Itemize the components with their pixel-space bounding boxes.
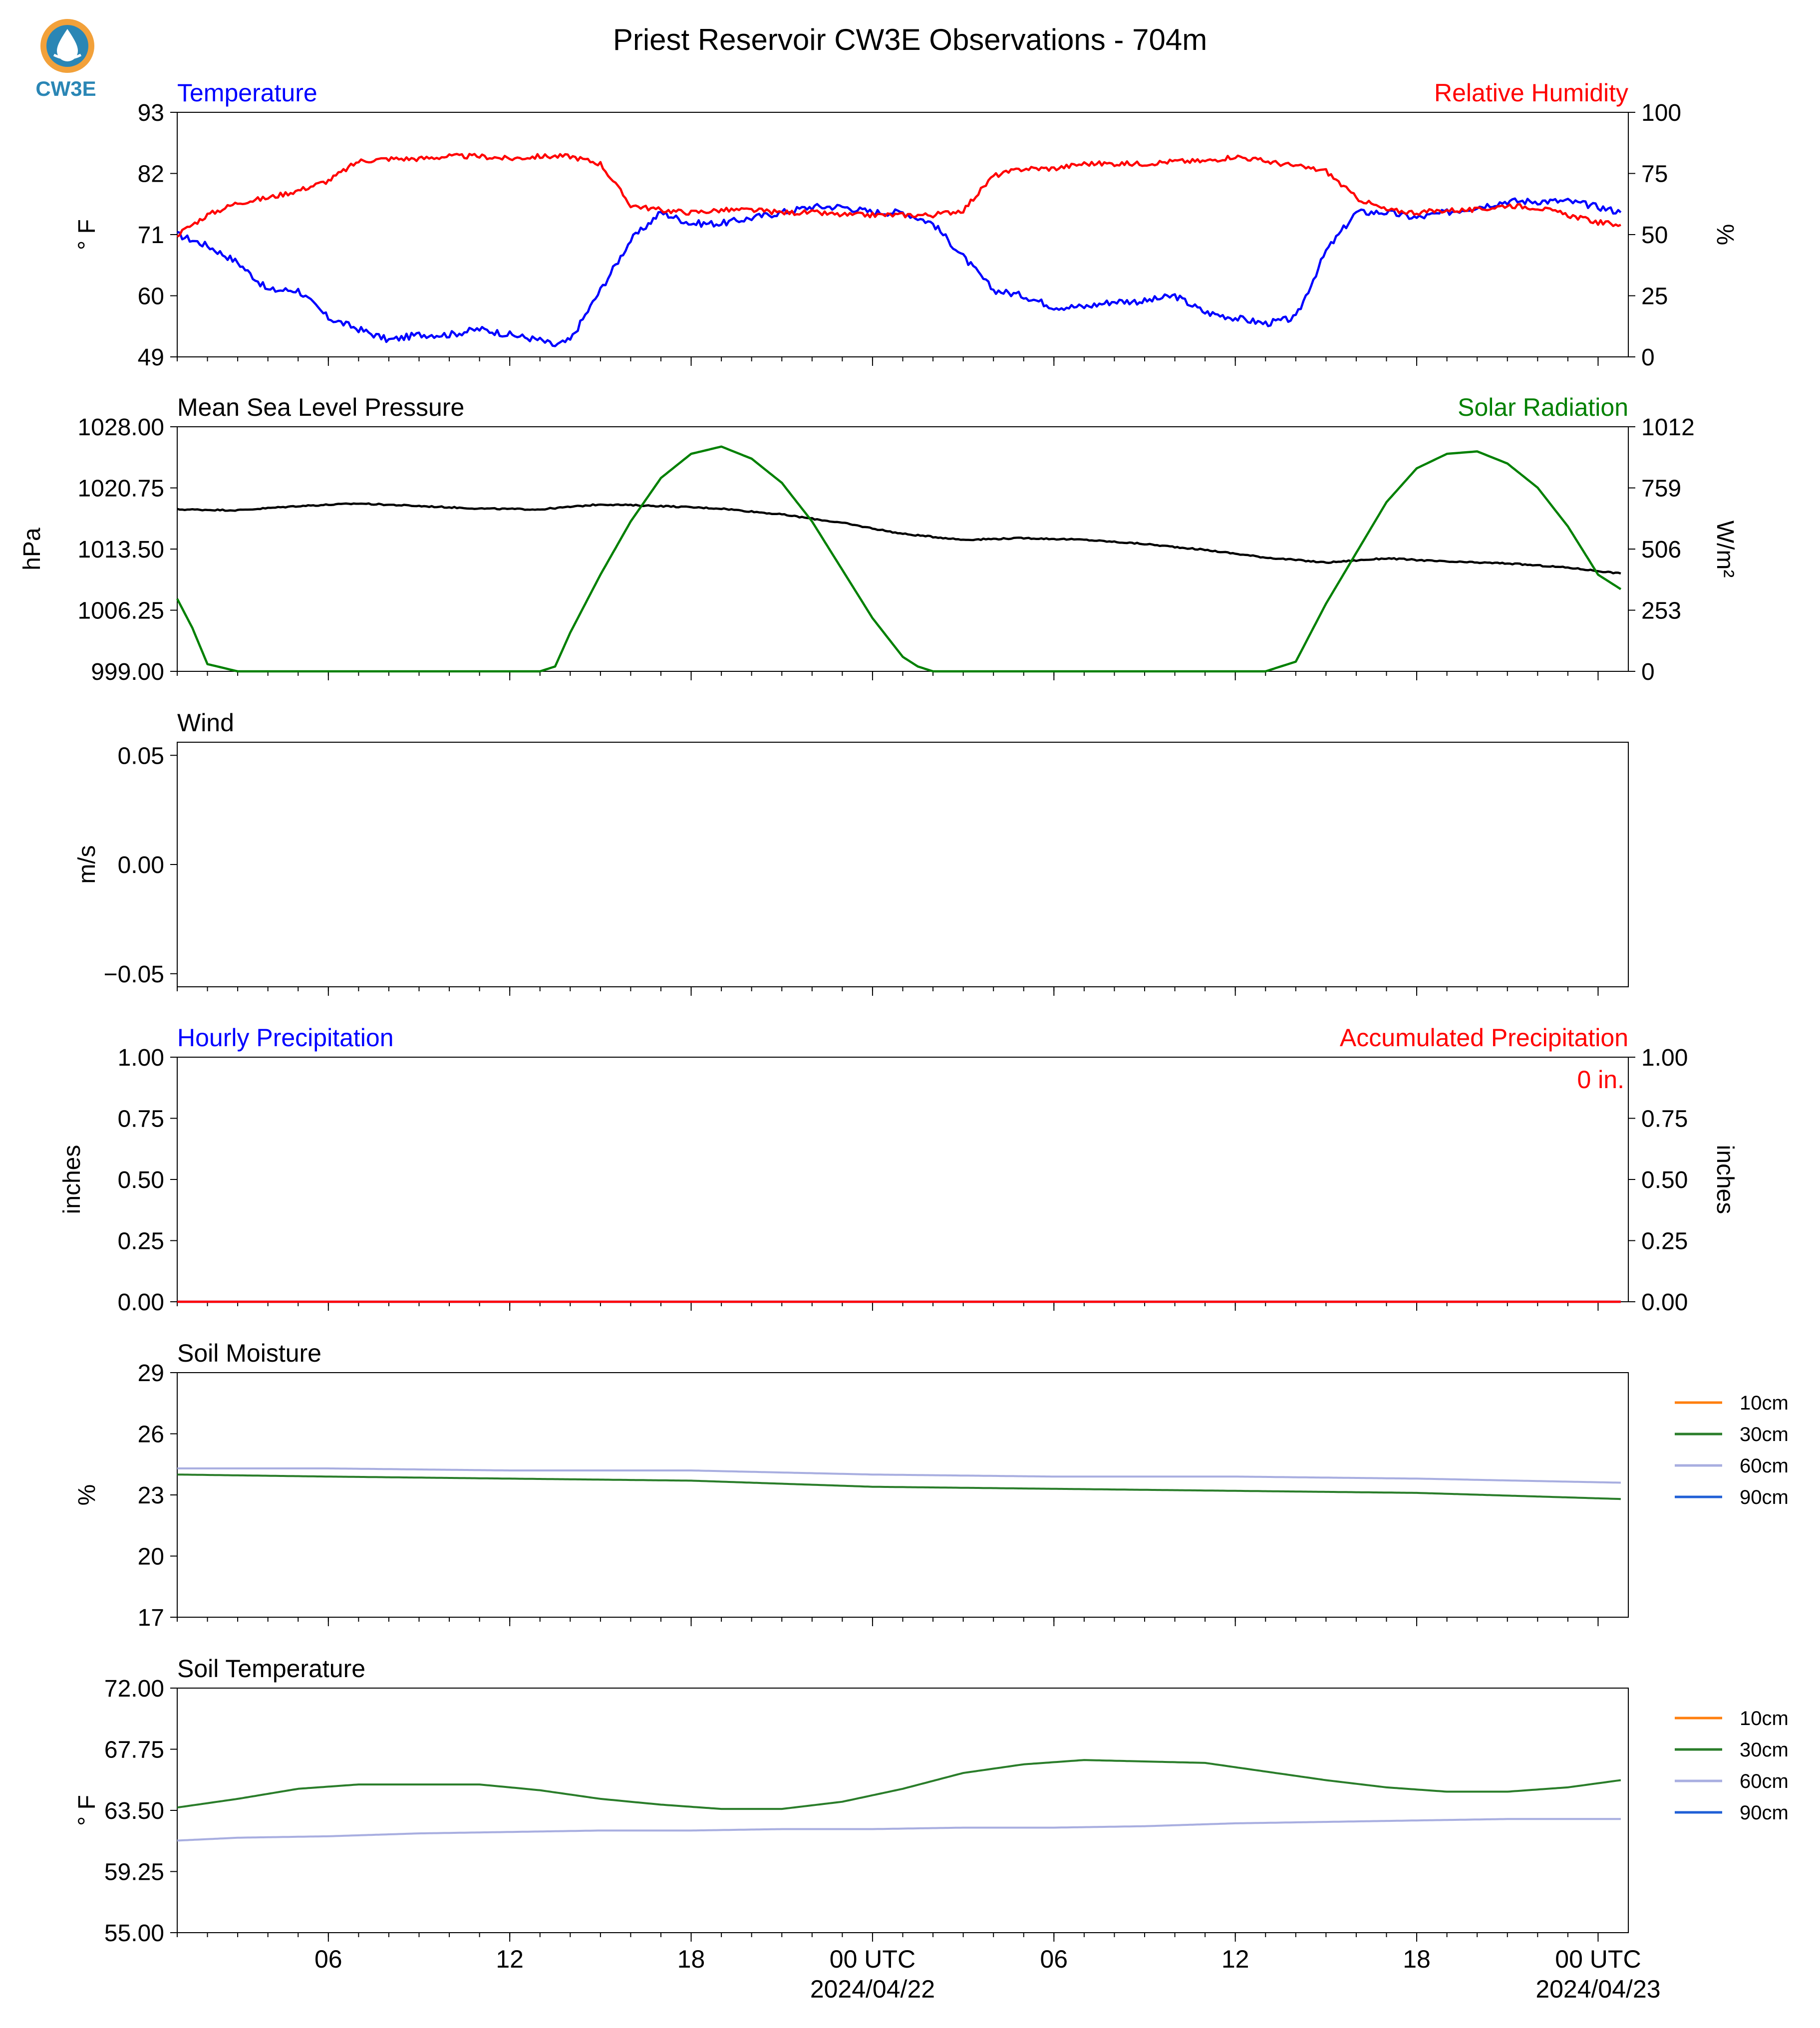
panel-title-left: Temperature — [177, 79, 317, 107]
y-tick-label: 0.00 — [118, 1289, 164, 1316]
x-tick-label: 00 UTC — [1555, 1945, 1641, 1973]
panel-title-left: Soil Moisture — [177, 1339, 321, 1367]
legend-label: 60cm — [1740, 1770, 1789, 1792]
panel-6: Soil Temperature 72.00 67.75 63.50 59.25 55.0… — [74, 1655, 1789, 2003]
panel-title-right: Relative Humidity — [1434, 79, 1628, 107]
panel-3: Wind 0.05 0.00 −0.05 m/s — [74, 709, 1629, 996]
panel-5: Soil Moisture 29 26 23 20 17% 10cm 30cm 60cm 90cm — [74, 1339, 1789, 1631]
panel-title-right: Solar Radiation — [1458, 393, 1628, 421]
y-axis-label-right: W/m² — [1712, 521, 1738, 578]
y-axis-label: ° F — [74, 219, 100, 250]
y-tick-label: 67.75 — [104, 1737, 164, 1763]
x-tick-date-label: 2024/04/22 — [810, 1975, 935, 2003]
y-tick-label: 49 — [138, 344, 164, 371]
y-tick-label: 59.25 — [104, 1859, 164, 1886]
series-line-left — [177, 502, 1621, 575]
y-tick-label-right: 100 — [1641, 100, 1681, 126]
y-tick-label: 0.50 — [118, 1167, 164, 1193]
panel-title-left: Soil Temperature — [177, 1655, 365, 1683]
y-tick-label-right: 506 — [1641, 537, 1681, 563]
legend-label: 60cm — [1740, 1455, 1789, 1477]
y-tick-label: 17 — [138, 1605, 164, 1631]
y-tick-label: 1006.25 — [77, 598, 164, 624]
y-axis-label: % — [74, 1484, 100, 1506]
y-tick-label: 20 — [138, 1544, 164, 1570]
panel-title-left: Wind — [177, 709, 234, 737]
y-tick-label: 72.00 — [104, 1676, 164, 1702]
legend-label: 90cm — [1740, 1802, 1789, 1824]
panel-2: Mean Sea Level Pressure Solar Radiation 10… — [19, 393, 1738, 685]
y-axis-label: ° F — [74, 1795, 100, 1826]
series-line-30cm — [177, 1759, 1621, 1810]
y-axis-label-right: % — [1712, 224, 1738, 246]
y-tick-label: 0.25 — [118, 1228, 164, 1255]
series-line-60cm — [177, 1467, 1621, 1484]
y-axis-label-right: inches — [1712, 1145, 1738, 1214]
y-tick-label-right: 0 — [1641, 659, 1655, 685]
y-tick-label: 26 — [138, 1422, 164, 1448]
y-axis-label: hPa — [19, 528, 45, 571]
y-tick-label-right: 0.75 — [1641, 1106, 1688, 1133]
y-tick-label-right: 1012 — [1641, 414, 1695, 441]
y-tick-label: 999.00 — [91, 659, 164, 685]
y-axis-label: m/s — [74, 845, 100, 883]
y-tick-label: −0.05 — [104, 961, 164, 988]
y-tick-label: 82 — [138, 161, 164, 188]
y-tick-label: 1013.50 — [77, 537, 164, 563]
y-tick-label: 0.05 — [118, 743, 164, 769]
series-line-30cm — [177, 1473, 1621, 1500]
y-tick-label: 0.75 — [118, 1106, 164, 1133]
x-tick-label: 18 — [677, 1945, 705, 1973]
y-tick-label: 60 — [138, 284, 164, 310]
legend-label: 90cm — [1740, 1486, 1789, 1508]
y-tick-label-right: 0.00 — [1641, 1289, 1688, 1316]
legend-label: 30cm — [1740, 1739, 1789, 1761]
y-axis-label: inches — [59, 1145, 85, 1214]
panel-title-right: Accumulated Precipitation — [1340, 1024, 1628, 1052]
x-tick-label: 12 — [496, 1945, 524, 1973]
x-tick-label: 00 UTC — [830, 1945, 915, 1973]
x-tick-label: 06 — [314, 1945, 342, 1973]
panel-4: Hourly Precipitation Accumulated Precipit… — [59, 1024, 1738, 1316]
y-tick-label-right: 0.25 — [1641, 1228, 1688, 1255]
y-tick-label: 29 — [138, 1360, 164, 1387]
panel-1: Temperature Relative Humidity 93 82 71 60 49 10… — [74, 79, 1738, 371]
y-tick-label: 63.50 — [104, 1798, 164, 1824]
panel-title-left: Mean Sea Level Pressure — [177, 393, 464, 421]
y-tick-label: 1.00 — [118, 1045, 164, 1071]
series-line-60cm — [177, 1818, 1621, 1842]
y-tick-label-right: 0 — [1641, 344, 1655, 371]
y-tick-label-right: 1.00 — [1641, 1045, 1688, 1071]
series-line-right — [176, 153, 1621, 238]
cw3e-logo-icon: CW3E — [35, 19, 96, 100]
legend-label: 30cm — [1740, 1424, 1789, 1446]
y-tick-label: 93 — [138, 100, 164, 126]
x-tick-label: 18 — [1403, 1945, 1431, 1973]
y-tick-label-right: 75 — [1641, 161, 1668, 188]
x-tick-label: 06 — [1040, 1945, 1068, 1973]
legend-label: 10cm — [1740, 1708, 1789, 1730]
y-tick-label-right: 253 — [1641, 598, 1681, 624]
logo-text: CW3E — [35, 77, 96, 100]
panel-title-left: Hourly Precipitation — [177, 1024, 394, 1052]
y-tick-label-right: 759 — [1641, 476, 1681, 502]
y-tick-label: 23 — [138, 1482, 164, 1509]
series-line-left — [177, 197, 1622, 347]
x-tick-label: 12 — [1221, 1945, 1249, 1973]
y-tick-label-right: 0.50 — [1641, 1167, 1688, 1193]
legend-label: 10cm — [1740, 1392, 1789, 1414]
y-tick-label: 1028.00 — [77, 414, 164, 441]
y-tick-label: 55.00 — [104, 1920, 164, 1947]
y-tick-label-right: 25 — [1641, 284, 1668, 310]
page-title: Priest Reservoir CW3E Observations - 704… — [613, 23, 1207, 56]
accumulated-total-label: 0 in. — [1577, 1066, 1624, 1094]
y-tick-label: 0.00 — [118, 852, 164, 878]
y-tick-label-right: 50 — [1641, 222, 1668, 249]
y-tick-label: 1020.75 — [77, 476, 164, 502]
series-line-right — [176, 445, 1622, 673]
y-tick-label: 71 — [138, 222, 164, 249]
x-tick-date-label: 2024/04/23 — [1535, 1975, 1660, 2003]
